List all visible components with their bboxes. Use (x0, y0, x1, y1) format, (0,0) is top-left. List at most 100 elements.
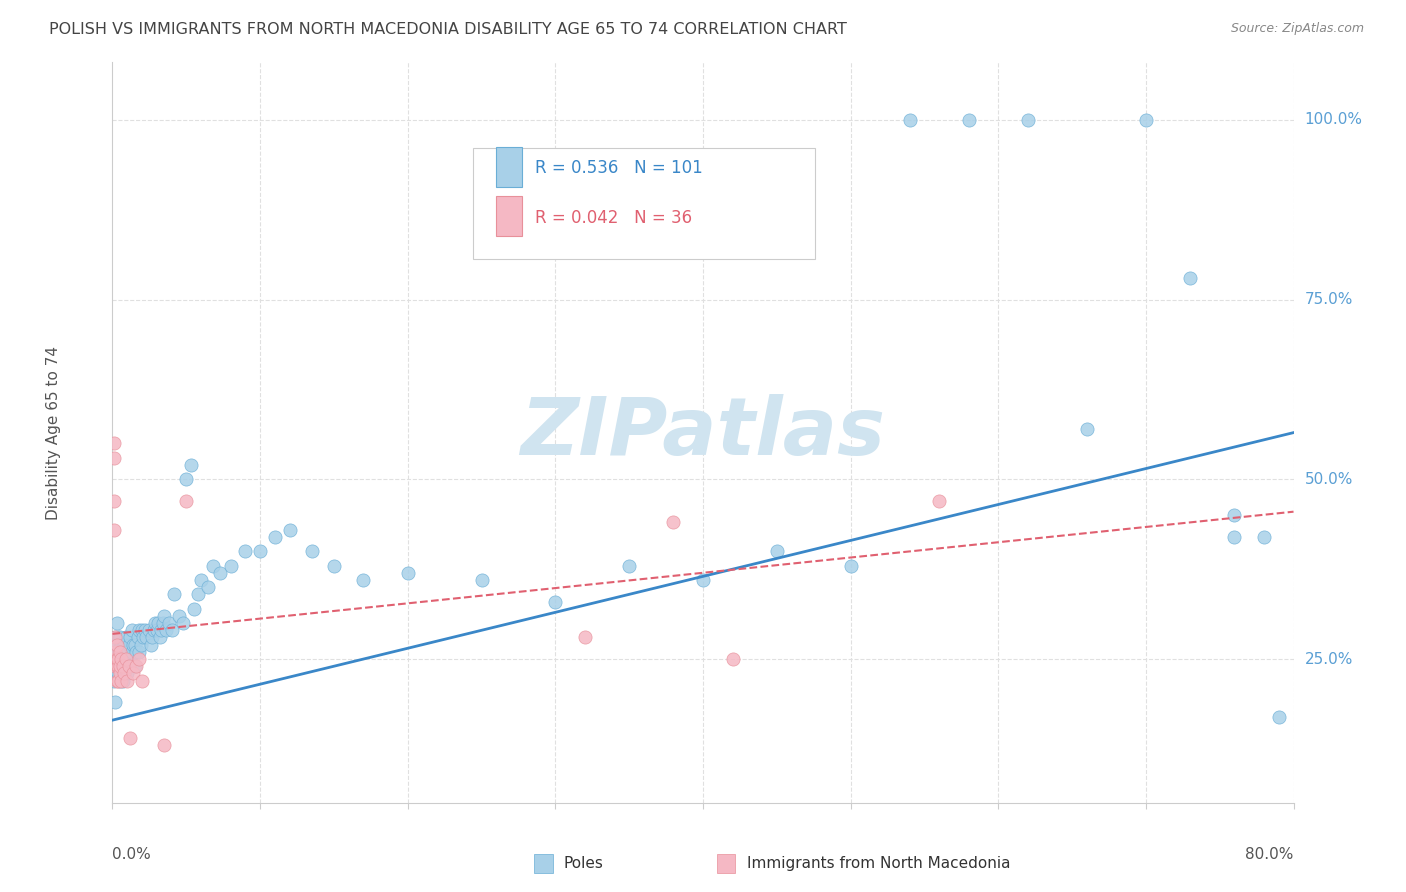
Text: R = 0.042   N = 36: R = 0.042 N = 36 (536, 209, 692, 227)
Point (249, 544, 271, 558)
Point (120, 731, 142, 745)
Point (103, 638, 125, 652)
Point (110, 659, 132, 673)
Point (129, 638, 152, 652)
Point (146, 624, 169, 638)
Point (105, 652, 128, 666)
Point (114, 659, 136, 673)
Point (138, 624, 160, 638)
Point (301, 544, 323, 558)
Point (167, 608, 190, 623)
Point (103, 523, 125, 537)
Point (104, 645, 127, 659)
Text: ZIPatlas: ZIPatlas (520, 393, 886, 472)
Point (219, 558, 242, 573)
Point (201, 558, 224, 573)
Point (396, 566, 419, 580)
Point (190, 573, 212, 587)
Point (107, 673, 129, 688)
FancyBboxPatch shape (472, 147, 815, 259)
Point (155, 624, 177, 638)
Point (141, 631, 163, 645)
Point (105, 638, 128, 652)
Point (122, 666, 145, 681)
Point (104, 631, 127, 645)
Point (112, 666, 135, 681)
Point (120, 631, 142, 645)
Point (103, 673, 125, 688)
Point (134, 624, 156, 638)
Point (149, 631, 172, 645)
Point (1076, 422, 1098, 436)
Point (114, 631, 136, 645)
Point (1223, 530, 1246, 544)
Point (131, 673, 153, 688)
Point (150, 624, 173, 638)
Text: Disability Age 65 to 74: Disability Age 65 to 74 (46, 345, 60, 520)
Point (104, 652, 127, 666)
Point (103, 494, 125, 508)
Text: 100.0%: 100.0% (1305, 112, 1362, 128)
FancyBboxPatch shape (496, 147, 522, 186)
Text: 75.0%: 75.0% (1305, 293, 1353, 307)
Point (124, 638, 146, 652)
Point (1017, 112, 1039, 127)
Point (105, 616, 128, 631)
Point (112, 638, 135, 652)
Point (721, 652, 744, 666)
Point (180, 458, 202, 472)
Point (153, 608, 176, 623)
Point (110, 666, 132, 681)
Point (1253, 530, 1275, 544)
Point (110, 652, 132, 666)
Point (108, 659, 131, 673)
Point (120, 652, 142, 666)
Point (108, 645, 131, 659)
Point (957, 112, 980, 127)
Point (118, 638, 141, 652)
Point (128, 645, 150, 659)
Point (124, 659, 146, 673)
Point (121, 624, 143, 638)
Text: R = 0.536   N = 101: R = 0.536 N = 101 (536, 159, 703, 177)
Point (128, 624, 150, 638)
Point (107, 659, 129, 673)
Point (142, 624, 165, 638)
Point (139, 638, 162, 652)
Point (898, 112, 921, 127)
Point (574, 631, 596, 645)
Point (264, 530, 287, 544)
Point (172, 616, 194, 631)
Text: Immigrants from North Macedonia: Immigrants from North Macedonia (747, 856, 1010, 871)
Point (544, 594, 567, 608)
Point (928, 494, 950, 508)
Point (111, 645, 134, 659)
Text: 80.0%: 80.0% (1246, 847, 1294, 863)
Point (163, 587, 186, 601)
Point (662, 516, 685, 530)
Point (125, 659, 148, 673)
Point (104, 695, 127, 709)
Point (108, 659, 131, 673)
Point (108, 645, 131, 659)
Point (323, 558, 346, 573)
Point (174, 472, 197, 486)
Point (117, 645, 138, 659)
Point (619, 558, 641, 573)
Point (118, 659, 141, 673)
Point (117, 673, 138, 688)
Point (135, 631, 157, 645)
Text: 25.0%: 25.0% (1305, 651, 1353, 666)
Point (1223, 508, 1246, 523)
Text: 0.0%: 0.0% (112, 847, 152, 863)
Point (103, 436, 125, 450)
Point (278, 523, 301, 537)
Point (125, 645, 148, 659)
Point (111, 659, 134, 673)
Point (766, 544, 789, 558)
Point (112, 652, 135, 666)
Point (114, 645, 136, 659)
Point (143, 616, 166, 631)
Point (108, 631, 131, 645)
Point (187, 587, 209, 601)
